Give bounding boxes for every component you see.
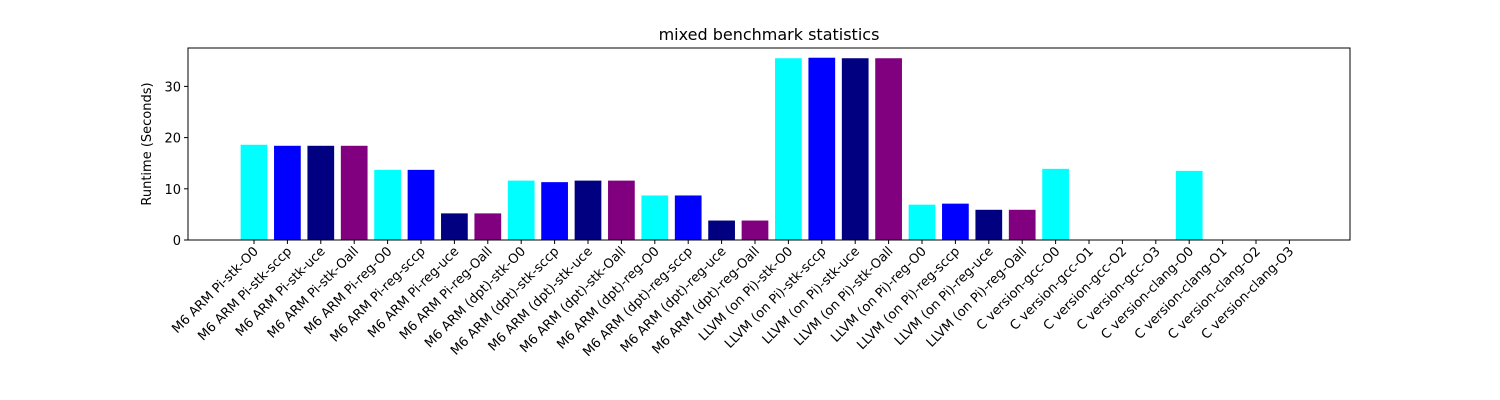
bar [374, 169, 401, 240]
bar [908, 204, 936, 240]
bar [608, 180, 635, 240]
bar [975, 209, 1003, 240]
y-axis-label: Runtime (Seconds) [140, 82, 155, 205]
bar [741, 220, 769, 240]
bar [307, 145, 335, 240]
y-tick-label: 10 [164, 183, 181, 198]
bar [474, 213, 502, 240]
plot-area-frame [187, 47, 1351, 241]
bar [407, 169, 435, 240]
y-axis-ticks: 0 10 20 30 [164, 80, 188, 249]
bar [541, 182, 568, 240]
bar [274, 145, 301, 240]
y-tick-label: 0 [173, 234, 181, 249]
bar [507, 180, 535, 240]
bar [340, 145, 368, 240]
bar [674, 195, 702, 240]
y-tick-label: 20 [164, 132, 181, 147]
bar [240, 144, 268, 240]
y-tick-label: 30 [164, 80, 181, 95]
bars-group [240, 57, 1203, 241]
bar [775, 58, 802, 240]
bar [708, 220, 735, 240]
bar [942, 203, 969, 240]
bar [1175, 170, 1203, 240]
bar [1042, 168, 1069, 240]
bar [441, 213, 468, 240]
bar [808, 57, 836, 241]
bar [641, 195, 669, 240]
bar [1008, 209, 1036, 240]
bar [574, 180, 602, 240]
bar [875, 58, 902, 240]
bar [841, 58, 869, 240]
chart-title: mixed benchmark statistics [659, 25, 880, 44]
